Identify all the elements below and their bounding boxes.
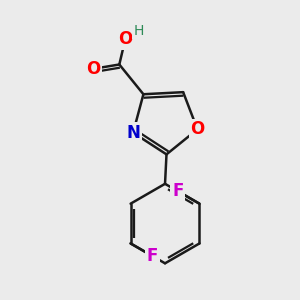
Text: O: O [86,60,100,78]
Text: N: N [126,124,140,142]
Text: F: F [172,182,184,200]
Text: O: O [190,120,205,138]
Text: F: F [147,247,158,265]
Text: O: O [118,31,132,49]
Text: H: H [133,24,144,38]
